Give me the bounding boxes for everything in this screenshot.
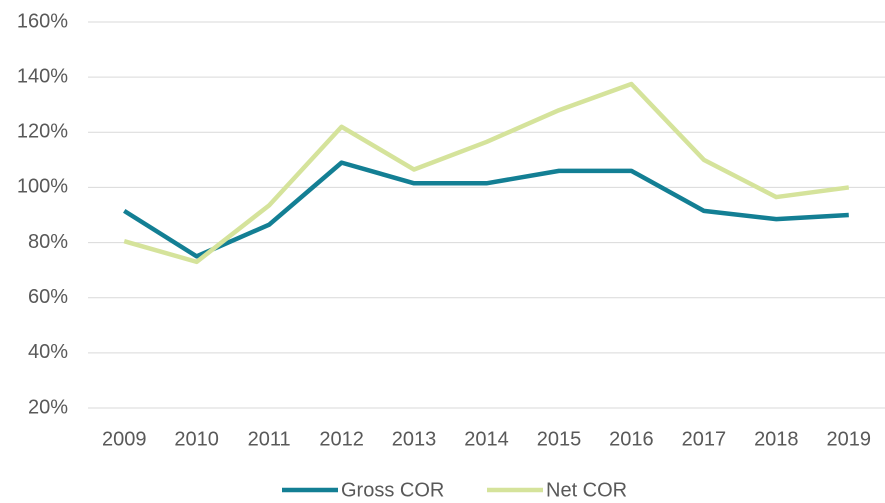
- y-tick-label: 60%: [28, 286, 68, 308]
- x-tick-label: 2015: [537, 428, 582, 450]
- y-tick-label: 20%: [28, 396, 68, 418]
- x-tick-label: 2017: [682, 428, 727, 450]
- x-tick-label: 2011: [248, 428, 291, 450]
- x-tick-label: 2019: [827, 428, 872, 450]
- y-tick-label: 160%: [17, 10, 68, 32]
- line-series: [123, 160, 849, 259]
- x-tick-label: 2016: [609, 428, 654, 450]
- line-series: [123, 81, 850, 265]
- y-tick-label: 120%: [17, 121, 68, 143]
- x-tick-label: 2010: [174, 428, 219, 450]
- y-tick-label: 80%: [28, 231, 68, 253]
- y-tick-label: 100%: [17, 176, 68, 198]
- x-tick-label: 2009: [102, 428, 147, 450]
- y-tick-label: 140%: [17, 65, 68, 87]
- x-tick-label: 2014: [464, 428, 509, 450]
- x-tick-label: 2013: [392, 428, 437, 450]
- y-tick-label: 40%: [28, 341, 68, 363]
- x-tick-label: 2012: [319, 428, 364, 450]
- legend-label: Net COR: [546, 479, 627, 501]
- legend-label: Gross COR: [341, 479, 444, 501]
- x-tick-label: 2018: [754, 428, 799, 450]
